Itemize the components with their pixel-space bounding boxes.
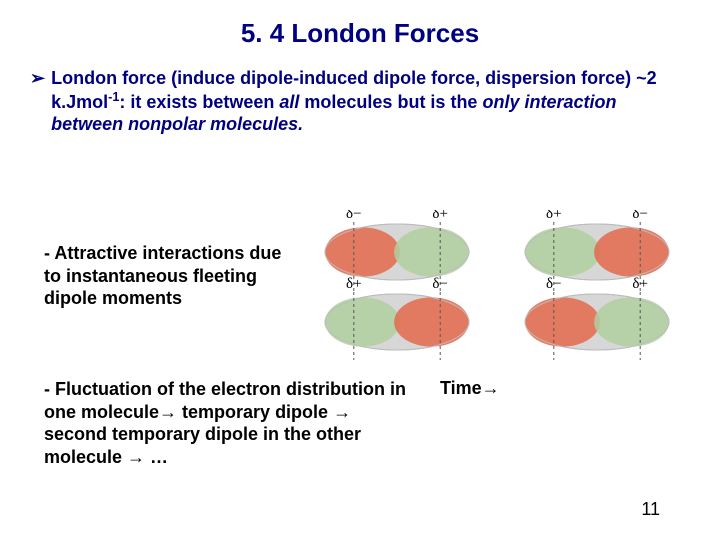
page-number: 11	[641, 499, 660, 520]
svg-text:δ−: δ−	[432, 276, 448, 292]
svg-text:δ+: δ+	[346, 276, 362, 292]
bullet-text-all: all	[279, 92, 299, 112]
svg-text:δ−: δ−	[546, 276, 562, 292]
time-label: Time→	[440, 378, 500, 399]
attractive-interactions-text: - Attractive interactions due to instant…	[44, 242, 294, 310]
svg-text:δ+: δ+	[546, 210, 562, 222]
svg-text:δ+: δ+	[432, 210, 448, 222]
bullet-marker: ➢	[30, 67, 45, 136]
bullet-text-post1: molecules but is the	[299, 92, 482, 112]
dipole-diagram-left: δ− δ+ δ+ δ−	[309, 210, 484, 360]
bullet-text-end: .	[298, 114, 303, 134]
mid-section: - Attractive interactions due to instant…	[44, 210, 684, 360]
svg-text:δ+: δ+	[632, 276, 648, 292]
bullet-text-mid: : it exists between	[119, 92, 279, 112]
main-bullet: ➢ London force (induce dipole-induced di…	[0, 49, 720, 136]
fluctuation-text: - Fluctuation of the electron distributi…	[44, 378, 414, 468]
svg-text:δ−: δ−	[346, 210, 362, 222]
bullet-superscript: -1	[108, 90, 119, 104]
slide-title: 5. 4 London Forces	[0, 0, 720, 49]
dipole-diagram-right: δ+ δ− δ− δ+	[509, 210, 684, 360]
svg-text:δ−: δ−	[632, 210, 648, 222]
bullet-text: London force (induce dipole-induced dipo…	[51, 67, 680, 136]
